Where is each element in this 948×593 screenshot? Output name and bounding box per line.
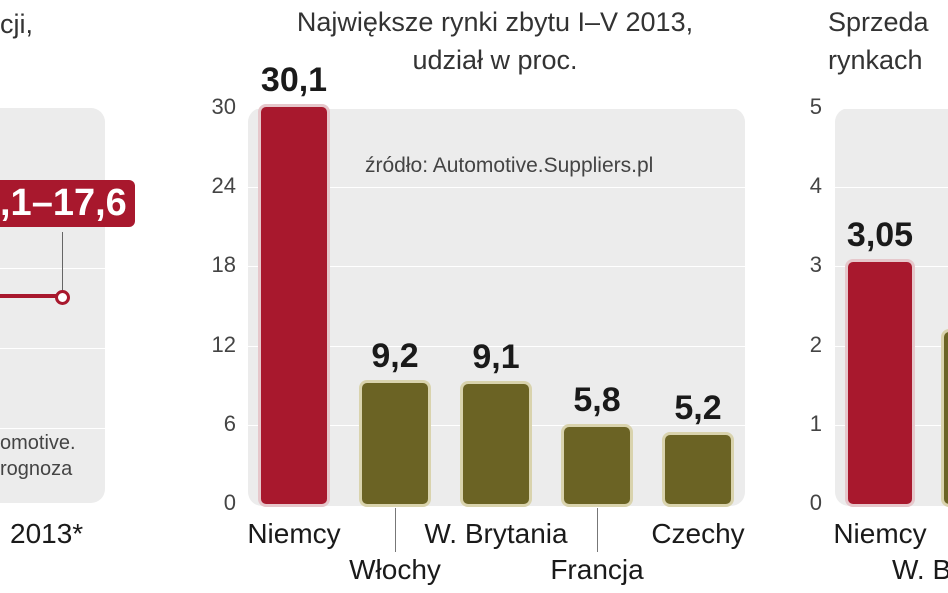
left-panel-background (0, 108, 105, 503)
category-leader-line (395, 508, 396, 552)
category-label: Francja (550, 554, 644, 585)
main-gridline (248, 345, 745, 347)
right-y-tick-label: 3 (809, 252, 822, 278)
left-gridline (0, 268, 105, 269)
bar-value-label: 5,8 (573, 381, 621, 420)
left-x-label: 2013* (10, 518, 84, 549)
main-gridline (248, 266, 745, 268)
bar-value-label: 9,1 (472, 337, 520, 376)
main-y-tick-label: 0 (223, 490, 236, 515)
bar (564, 427, 630, 504)
right-gridline (835, 187, 948, 189)
bar (261, 106, 327, 504)
right-y-tick-label: 0 (809, 490, 822, 515)
chart-subtitle: udział w proc. (412, 45, 578, 75)
category-label: Niemcy (247, 518, 341, 549)
left-note-line1: omotive. (0, 432, 76, 454)
category-label: W. B (892, 554, 948, 585)
left-forecast-badge: ,1–17,6 (0, 180, 135, 227)
left-gridline (0, 428, 105, 429)
bar (463, 383, 529, 504)
right-gridline (835, 108, 948, 109)
right-y-tick-label: 2 (809, 331, 822, 357)
right-chart-subtitle-fragment: rynkach (828, 45, 923, 75)
left-forecast-line (0, 294, 60, 298)
bar-value-label: 9,2 (371, 336, 419, 375)
chart-source: źródło: Automotive.Suppliers.pl (365, 154, 654, 177)
category-label: W. Brytania (424, 518, 568, 549)
main-y-tick-label: 24 (211, 173, 236, 199)
left-panel-title-fragment: cji, (0, 9, 33, 39)
right-y-tick-label: 5 (809, 94, 822, 119)
category-label: Czechy (651, 518, 745, 549)
bar-value-label: 3,05 (846, 216, 914, 255)
right-y-tick-label: 1 (809, 410, 822, 436)
main-gridline (248, 108, 745, 109)
bar (848, 262, 912, 504)
right-chart-title-fragment: Sprzeda (828, 7, 929, 37)
bar-value-label: 5,2 (674, 389, 722, 428)
bar (665, 435, 731, 504)
main-y-tick-label: 12 (211, 331, 236, 357)
bar (362, 382, 428, 504)
bar-value-label: 30,1 (260, 60, 328, 99)
category-label: Niemcy (833, 518, 927, 549)
left-note-line2: rognoza (0, 458, 73, 480)
chart-title: Największe rynki zbytu I–V 2013, (296, 7, 694, 37)
category-leader-line (597, 508, 598, 552)
category-label: Włochy (349, 554, 441, 585)
left-badge-leader (62, 232, 63, 294)
main-y-tick-label: 30 (211, 94, 236, 119)
left-gridline (0, 348, 105, 349)
right-y-tick-label: 4 (809, 173, 822, 199)
main-y-tick-label: 18 (211, 252, 236, 278)
main-gridline (248, 187, 745, 189)
left-forecast-dot (55, 290, 70, 305)
bar-partial (944, 332, 948, 504)
main-y-tick-label: 6 (223, 410, 236, 436)
